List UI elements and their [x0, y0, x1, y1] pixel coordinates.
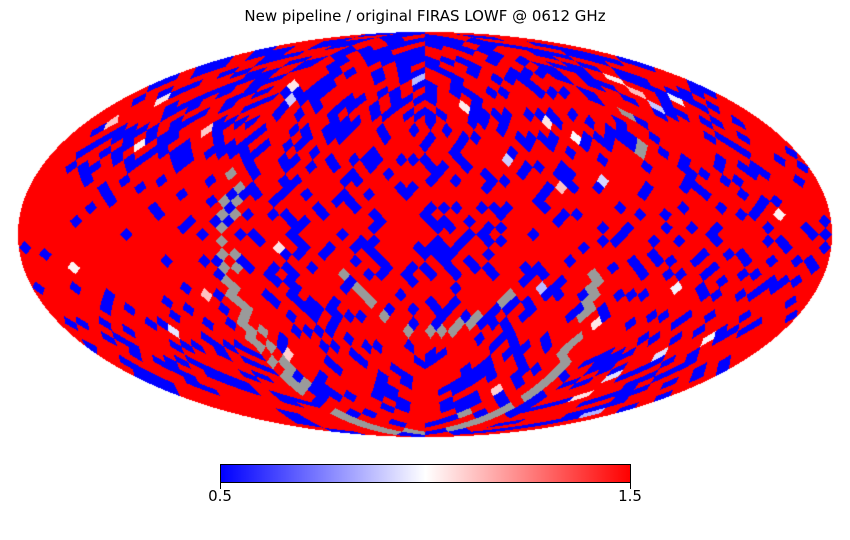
colorbar-min-label: 0.5	[208, 487, 232, 505]
chart-title: New pipeline / original FIRAS LOWF @ 061…	[244, 7, 606, 25]
colorbar	[220, 464, 631, 483]
colorbar-right-tick	[630, 483, 631, 489]
colorbar-gradient	[221, 465, 630, 482]
colorbar-left-tick	[220, 483, 221, 489]
colorbar-max-label: 1.5	[618, 487, 642, 505]
